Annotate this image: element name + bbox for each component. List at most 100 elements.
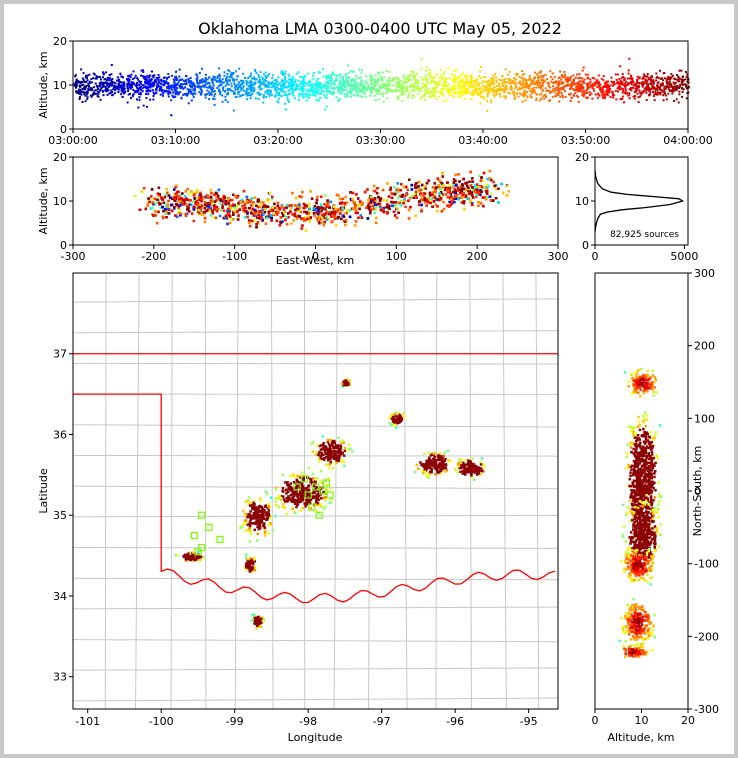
data-point [602, 94, 605, 97]
data-point [590, 92, 593, 95]
data-point [460, 74, 463, 77]
data-point [460, 94, 463, 97]
data-point [614, 89, 617, 92]
data-point [246, 87, 248, 90]
data-point [208, 98, 211, 101]
data-point [615, 82, 618, 85]
data-point [274, 88, 276, 91]
data-point [539, 86, 542, 89]
data-point [605, 80, 608, 83]
data-point [112, 88, 115, 91]
data-point [374, 80, 377, 83]
data-point [244, 77, 246, 79]
data-point [157, 79, 160, 81]
data-point [617, 82, 620, 85]
data-point [603, 84, 606, 87]
data-point [496, 90, 499, 92]
data-point [204, 83, 207, 86]
chart-title: Oklahoma LMA 0300-0400 UTC May 05, 2022 [198, 19, 562, 38]
data-point [463, 97, 466, 100]
data-point [666, 77, 669, 80]
data-point [514, 84, 517, 87]
data-point [654, 91, 657, 94]
data-point [190, 80, 193, 83]
data-point [498, 89, 501, 92]
data-point [343, 89, 345, 91]
data-point [453, 84, 456, 87]
data-point [433, 95, 436, 98]
data-point [249, 80, 252, 82]
data-point [150, 70, 153, 73]
data-point [602, 79, 605, 82]
data-point [320, 87, 323, 90]
data-point [627, 83, 629, 86]
data-point [142, 71, 145, 73]
data-point [490, 101, 493, 104]
data-point [167, 83, 170, 86]
data-point [104, 88, 107, 91]
data-point [400, 200, 403, 203]
data-point [433, 89, 436, 92]
data-point [641, 83, 643, 86]
data-point [471, 91, 474, 94]
data-point [250, 90, 253, 93]
data-point [489, 77, 492, 80]
data-point [522, 94, 524, 97]
data-point [271, 80, 274, 83]
data-point [218, 73, 221, 76]
data-point [241, 82, 244, 84]
data-point [343, 81, 345, 84]
data-point [326, 93, 329, 96]
data-point [570, 97, 573, 99]
data-point [254, 70, 257, 73]
data-point [106, 93, 109, 96]
data-point [106, 83, 109, 86]
data-point [525, 84, 528, 87]
data-point [329, 75, 332, 77]
data-point [378, 71, 381, 74]
data-point [476, 78, 479, 81]
data-point [360, 87, 363, 90]
data-point [320, 93, 323, 96]
data-point [419, 90, 422, 93]
data-point [556, 86, 558, 89]
data-point [644, 89, 647, 92]
data-point [174, 91, 177, 94]
data-point [278, 223, 282, 227]
data-point [687, 81, 690, 84]
data-point [495, 79, 498, 82]
data-point [535, 99, 538, 102]
data-point [357, 82, 360, 85]
data-point [302, 96, 305, 99]
data-point [304, 75, 307, 78]
data-point [254, 97, 257, 100]
data-point [315, 79, 318, 82]
data-point [294, 81, 297, 84]
data-point [100, 87, 103, 90]
data-point [406, 89, 409, 92]
data-point [442, 207, 446, 211]
data-point [376, 89, 379, 92]
data-point [134, 84, 137, 87]
data-point [242, 81, 245, 84]
data-point [318, 71, 321, 74]
data-point [409, 205, 412, 209]
data-point [410, 73, 413, 76]
data-point [475, 85, 478, 88]
data-point [288, 81, 291, 84]
data-point [413, 90, 416, 93]
data-point [485, 89, 488, 92]
data-point [385, 79, 388, 82]
data-point [571, 87, 574, 90]
data-point [102, 73, 105, 76]
data-point [645, 86, 648, 89]
data-point [602, 75, 605, 78]
data-point [590, 84, 593, 87]
data-point [147, 88, 150, 91]
data-point [459, 76, 461, 79]
data-point [248, 85, 251, 88]
data-point [486, 109, 489, 112]
data-point [315, 85, 318, 88]
data-point [318, 211, 321, 214]
data-point [519, 83, 522, 86]
